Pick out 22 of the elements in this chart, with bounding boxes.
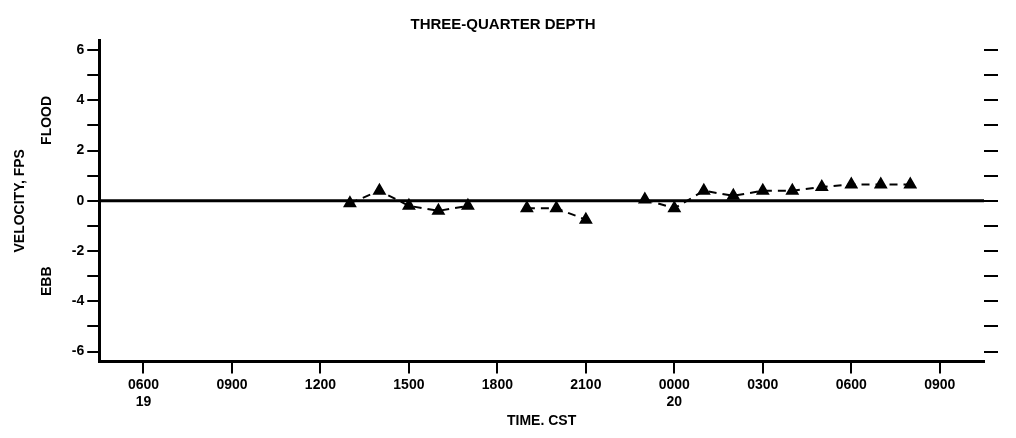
x-tick-label: 2100	[570, 375, 602, 392]
x-tick-label: 0600 19	[127, 375, 160, 409]
y-tick-label: 2	[76, 141, 85, 158]
y-tick-label: 6	[76, 40, 85, 57]
x-tick-label: 0900	[924, 375, 956, 392]
x-tick-label: 0600	[835, 375, 868, 392]
chart-title: THREE-QUARTER DEPTH	[410, 15, 596, 33]
text: FLOOD	[38, 95, 55, 145]
x-tick-label: 0300	[747, 375, 779, 392]
x-tick-label: 1200	[304, 375, 337, 392]
y-tick-label: 0	[76, 191, 85, 208]
text: EBB	[38, 266, 55, 296]
x-tick-label: 0900	[216, 375, 248, 392]
y-axis-title: VELOCITY, FPS	[11, 149, 28, 253]
x-tick-label: 1500	[393, 375, 425, 392]
y-tick-label: -2	[71, 241, 85, 258]
x-tick-label: 1800	[481, 375, 514, 392]
y-tick-label: -4	[71, 292, 85, 309]
x-axis-title: TIME. CST	[507, 412, 577, 429]
y-tick-label: 4	[76, 91, 85, 108]
x-tick-label: 0000 20	[658, 375, 691, 409]
y-tick-label: -6	[71, 342, 85, 359]
